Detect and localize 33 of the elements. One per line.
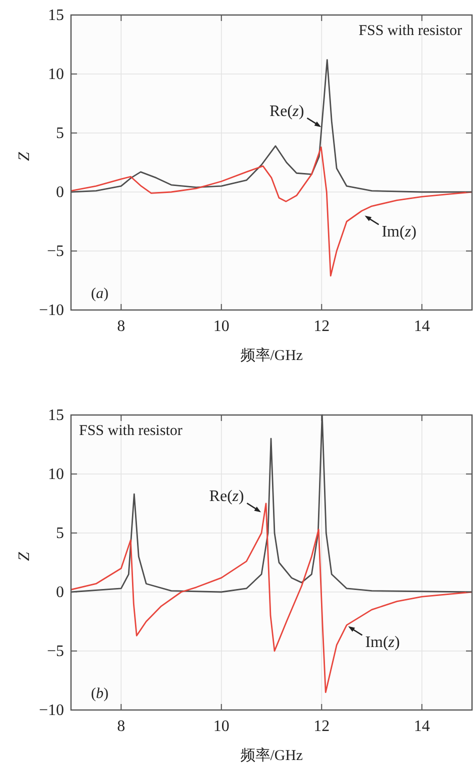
x-tick-label: 12 [314, 718, 330, 735]
annotation: FSS with resistor [79, 423, 182, 439]
y-tick-label: −5 [46, 243, 64, 260]
x-tick-label: 10 [213, 318, 230, 335]
x-tick-label: 14 [414, 718, 430, 735]
y-axis-title: Z [16, 151, 33, 162]
y-tick-label: 15 [48, 7, 64, 24]
x-tick-label: 8 [117, 318, 126, 335]
annotation: (a) [91, 286, 108, 302]
y-axis-title: Z [16, 551, 33, 562]
y-tick-label: 10 [48, 466, 64, 483]
annotation: Re(z) [269, 103, 304, 120]
x-axis-title: 频率/GHz [240, 747, 304, 764]
x-tick-label: 8 [117, 718, 126, 735]
annotation: (b) [91, 686, 108, 702]
annotation: Im(z) [382, 224, 416, 241]
x-tick-label: 10 [213, 718, 230, 735]
y-tick-label: −10 [38, 302, 64, 319]
y-tick-label: 15 [48, 407, 64, 424]
x-tick-label: 14 [414, 318, 430, 335]
x-axis-title: 频率/GHz [240, 347, 304, 364]
y-tick-label: −5 [46, 643, 64, 660]
y-tick-label: 0 [56, 184, 64, 201]
x-tick-label: 12 [314, 318, 330, 335]
y-tick-label: 5 [56, 525, 64, 542]
y-tick-label: 10 [48, 66, 64, 83]
annotation: FSS with resistor [358, 23, 462, 39]
line-series [71, 146, 472, 276]
y-tick-label: 5 [56, 125, 64, 142]
y-tick-label: 0 [56, 584, 64, 601]
y-tick-label: −10 [38, 702, 64, 719]
annotation: Re(z) [209, 488, 244, 506]
annotation: Im(z) [365, 634, 400, 652]
